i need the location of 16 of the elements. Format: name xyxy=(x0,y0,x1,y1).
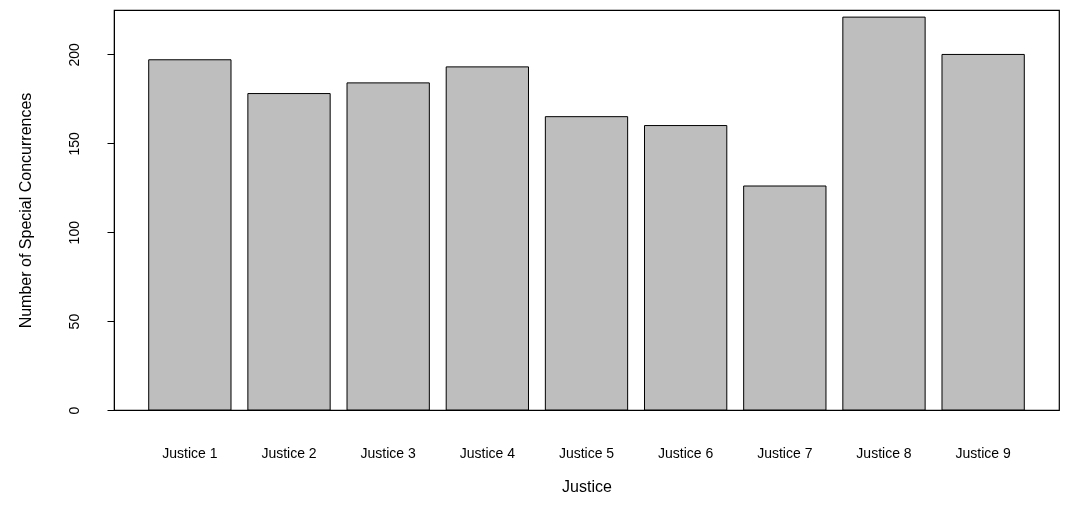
x-tick-label: Justice 8 xyxy=(856,444,912,461)
y-tick-label: 0 xyxy=(65,406,82,415)
x-tick-label: Justice 5 xyxy=(558,444,615,461)
x-axis-title: Justice xyxy=(562,477,612,495)
y-tick-label: 100 xyxy=(65,220,82,245)
x-tick-label: Justice 4 xyxy=(459,444,516,461)
y-tick-label: 200 xyxy=(65,43,82,67)
x-tick-label: Justice 9 xyxy=(955,444,1011,461)
x-tick-label: Justice 7 xyxy=(757,444,813,461)
x-tick-label: Justice 3 xyxy=(360,444,417,461)
y-axis-title: Number of Special Concurrences xyxy=(16,92,34,329)
y-tick-label: 150 xyxy=(65,131,82,156)
x-tick-label: Justice 1 xyxy=(162,444,218,461)
x-tick-label: Justice 2 xyxy=(261,444,317,461)
x-tick-label: Justice 6 xyxy=(658,444,714,461)
y-tick-label: 50 xyxy=(65,313,82,330)
